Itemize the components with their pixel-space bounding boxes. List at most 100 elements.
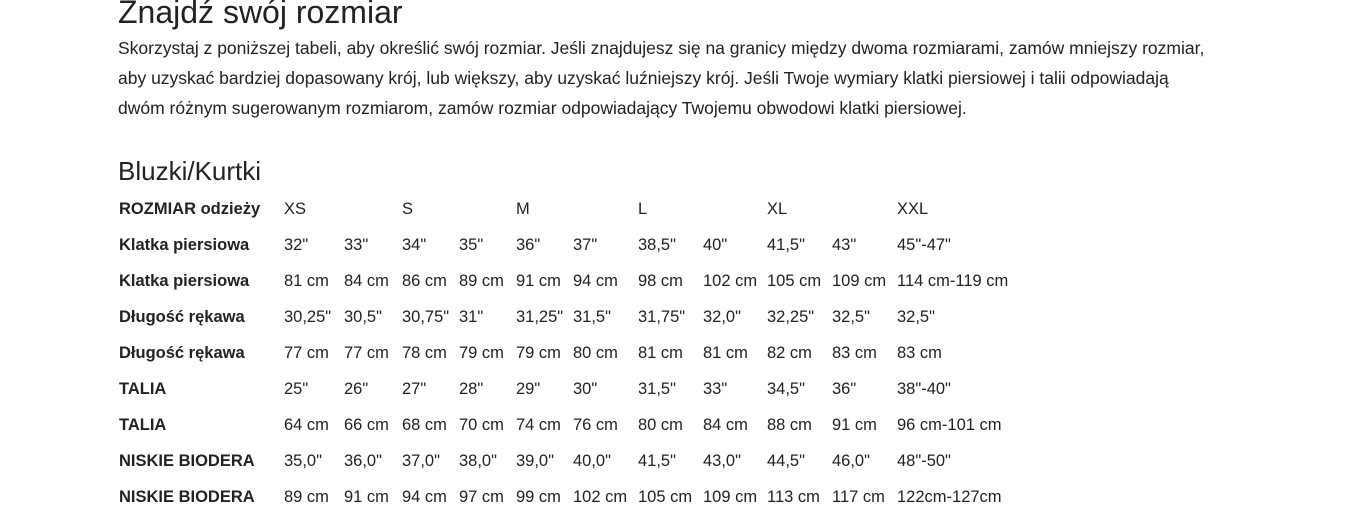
table-cell: 32": [284, 235, 309, 254]
intro-text: Skorzystaj z poniższej tabeli, aby okreś…: [118, 38, 1205, 118]
table-cell: 46,0": [832, 451, 870, 470]
row-label: Klatka piersiowa: [119, 235, 250, 254]
table-cell: 91 cm: [516, 271, 561, 290]
table-cell: 32,0": [703, 307, 741, 326]
table-cell: 89 cm: [284, 487, 329, 506]
table-cell: 30,25": [284, 307, 332, 326]
table-cell: 88 cm: [767, 415, 812, 434]
table-row: Klatka piersiowa 32" 33" 34" 35" 36" 37" 38,5" 4…: [119, 227, 1057, 263]
table-cell: 80 cm: [638, 415, 683, 434]
table-cell: 39,0": [516, 451, 554, 470]
table-cell: 109 cm: [703, 487, 758, 506]
size-table: ROZMIAR odzieży XS S M L XL XXL Klatka p…: [119, 191, 1057, 515]
table-cell: 30,75": [402, 307, 450, 326]
table-cell: 89 cm: [459, 271, 504, 290]
table-row: Długość rękawa 77 cm 77 cm 78 cm 79 cm 79 cm 8…: [119, 335, 1057, 371]
table-cell: 117 cm: [832, 487, 885, 506]
table-cell: 32,5": [832, 307, 870, 326]
row-label: Długość rękawa: [119, 307, 245, 326]
table-cell: 31,5": [573, 307, 611, 326]
table-cell: 36": [832, 379, 857, 398]
table-cell: 79 cm: [459, 343, 504, 362]
table-cell: 77 cm: [284, 343, 329, 362]
table-cell: 31": [459, 307, 484, 326]
table-cell: 68 cm: [402, 415, 447, 434]
table-cell: 91 cm: [832, 415, 877, 434]
table-cell: 122cm-127cm: [897, 487, 1002, 506]
table-cell: 43": [832, 235, 857, 254]
table-cell: 38,5": [638, 235, 676, 254]
table-cell: 31,75": [638, 307, 686, 326]
table-cell: 26": [344, 379, 369, 398]
table-cell: 98 cm: [638, 271, 683, 290]
table-cell: 37,0": [402, 451, 440, 470]
table-cell: 25": [284, 379, 309, 398]
section-title: Bluzki/Kurtki: [118, 156, 262, 186]
table-cell: 41,5": [767, 235, 805, 254]
table-cell: 36,0": [344, 451, 382, 470]
table-row: NISKIE BIODERA 89 cm 91 cm 94 cm 97 cm 99 cm 1…: [119, 479, 1057, 515]
table-cell: 70 cm: [459, 415, 504, 434]
table-cell: 33": [703, 379, 728, 398]
table-cell: 27": [402, 379, 427, 398]
table-cell: 35,0": [284, 451, 322, 470]
header-label: ROZMIAR odzieży: [119, 199, 261, 218]
table-cell: 97 cm: [459, 487, 504, 506]
table-cell: 81 cm: [703, 343, 748, 362]
table-cell: 105 cm: [638, 487, 693, 506]
table-cell: 99 cm: [516, 487, 561, 506]
size-header: XXL: [897, 199, 929, 218]
table-cell: 79 cm: [516, 343, 561, 362]
row-label: TALIA: [119, 415, 167, 434]
table-row: NISKIE BIODERA 35,0" 36,0" 37,0" 38,0" 39,0" 4…: [119, 443, 1057, 479]
table-cell: 40": [703, 235, 728, 254]
table-cell: 84 cm: [703, 415, 748, 434]
size-header: XS: [284, 199, 307, 218]
table-cell: 43,0": [703, 451, 741, 470]
table-cell: 76 cm: [573, 415, 618, 434]
size-header: M: [516, 199, 530, 218]
table-cell: 81 cm: [284, 271, 329, 290]
table-cell: 94 cm: [573, 271, 618, 290]
row-label: Długość rękawa: [119, 343, 245, 362]
table-cell: 38,0": [459, 451, 497, 470]
size-header: L: [638, 199, 648, 218]
row-label: TALIA: [119, 379, 167, 398]
size-header: S: [402, 199, 414, 218]
size-header: XL: [767, 199, 788, 218]
table-cell: 38"-40": [897, 379, 951, 398]
table-cell: 102 cm: [703, 271, 758, 290]
table-header-row: ROZMIAR odzieży XS S M L XL XXL: [119, 191, 1057, 227]
table-cell: 102 cm: [573, 487, 628, 506]
page-title: Znajdź swój rozmiar: [118, 0, 403, 30]
table-cell: 31,25": [516, 307, 564, 326]
table-row: Długość rękawa 30,25" 30,5" 30,75" 31" 31,25"…: [119, 299, 1057, 335]
table-cell: 34,5": [767, 379, 805, 398]
table-cell: 64 cm: [284, 415, 329, 434]
table-cell: 66 cm: [344, 415, 389, 434]
table-cell: 74 cm: [516, 415, 561, 434]
row-label: NISKIE BIODERA: [119, 451, 255, 470]
table-cell: 45"-47": [897, 235, 951, 254]
table-row: Klatka piersiowa 81 cm 84 cm 86 cm 89 cm 91 c…: [119, 263, 1057, 299]
table-cell: 32,25": [767, 307, 815, 326]
table-cell: 83 cm: [832, 343, 877, 362]
table-cell: 40,0": [573, 451, 611, 470]
table-cell: 86 cm: [402, 271, 447, 290]
table-cell: 48"-50": [897, 451, 951, 470]
table-cell: 109 cm: [832, 271, 887, 290]
table-row: TALIA 25" 26" 27" 28" 29" 30" 31,5" 33" 34,5" 36" 3…: [119, 371, 1057, 407]
table-cell: 82 cm: [767, 343, 812, 362]
table-cell: 33": [344, 235, 369, 254]
table-cell: 37": [573, 235, 598, 254]
table-cell: 36": [516, 235, 541, 254]
table-cell: 41,5": [638, 451, 676, 470]
table-cell: 105 cm: [767, 271, 822, 290]
table-cell: 28": [459, 379, 484, 398]
table-cell: 80 cm: [573, 343, 618, 362]
table-cell: 114 cm-119 cm: [897, 271, 1009, 290]
table-cell: 81 cm: [638, 343, 683, 362]
table-cell: 83 cm: [897, 343, 942, 362]
table-cell: 32,5": [897, 307, 935, 326]
table-cell: 78 cm: [402, 343, 447, 362]
